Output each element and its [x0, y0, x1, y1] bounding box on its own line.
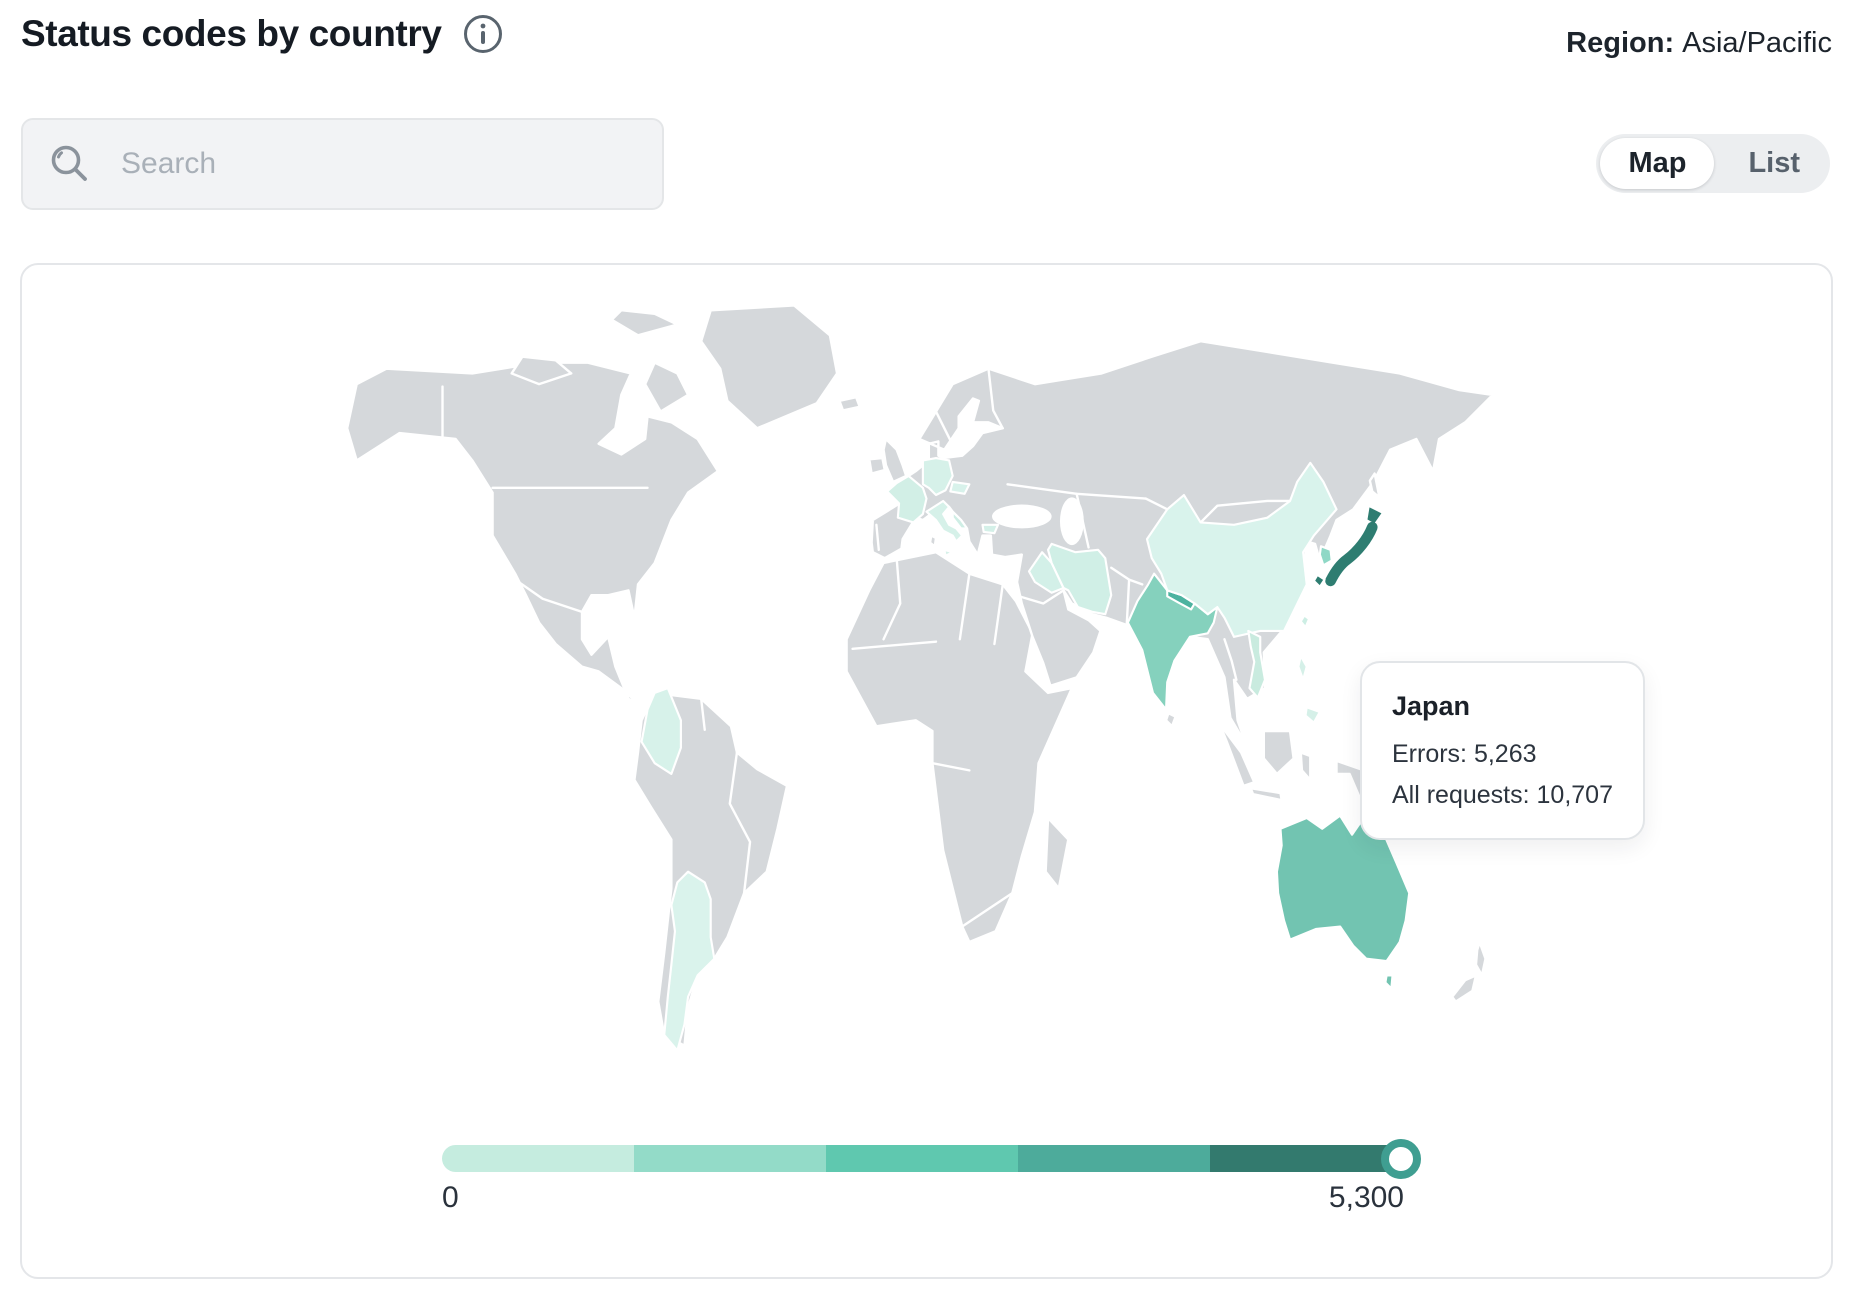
map-border-line: [851, 640, 938, 650]
map-country-philippines[interactable]: [1297, 654, 1308, 681]
map-country-france[interactable]: [886, 474, 928, 524]
page-title: Status codes by country: [21, 13, 442, 54]
search-input[interactable]: [119, 146, 638, 182]
map-country-italy[interactable]: [943, 548, 954, 557]
map-landmass-sulawesi[interactable]: [1299, 751, 1312, 782]
map-country-japan[interactable]: [1312, 573, 1326, 588]
tooltip-requests-line: All requests: 10,707: [1392, 781, 1613, 809]
color-scale-segment-4: [1018, 1145, 1210, 1172]
map-border-line: [934, 410, 952, 442]
color-scale-bar: [442, 1139, 1421, 1179]
color-scale-handle[interactable]: [1381, 1139, 1421, 1179]
map-landmass-iceland[interactable]: [838, 396, 861, 412]
map-country-italy[interactable]: [925, 499, 964, 543]
scale-min-label: 0: [442, 1181, 459, 1214]
search-icon: [51, 145, 87, 181]
tooltip-requests-value: 10,707: [1536, 781, 1613, 809]
map-border-line: [1223, 638, 1238, 681]
world-map[interactable]: [340, 303, 1532, 1078]
color-scale-segment-1: [442, 1145, 634, 1172]
map-border-line: [882, 556, 902, 641]
map-border-line: [1144, 497, 1169, 511]
map-country-argentina[interactable]: [663, 870, 716, 1052]
map-country-south-korea[interactable]: [1318, 545, 1333, 567]
map-landmass-new-zealand-south[interactable]: [1450, 974, 1478, 1003]
map-country-australia[interactable]: [1384, 974, 1394, 990]
map-border-line: [1018, 589, 1065, 605]
map-country-czechia[interactable]: [949, 480, 971, 495]
color-scale-labels: 0 5,300: [442, 1181, 1404, 1215]
map-border-line: [728, 751, 752, 895]
map-landmass-ellesmere-island[interactable]: [610, 309, 679, 337]
map-landmass-victoria-island[interactable]: [510, 355, 573, 386]
map-panel: Japan Errors: 5,263 All requests: 10,707…: [20, 263, 1833, 1279]
map-border-line: [699, 697, 706, 732]
view-toggle: Map List: [1596, 134, 1830, 193]
map-border-line: [961, 891, 1014, 928]
toggle-option-list[interactable]: List: [1718, 134, 1830, 193]
map-country-bulgaria[interactable]: [981, 523, 1000, 535]
map-country-china[interactable]: [1145, 461, 1338, 638]
map-country-japan[interactable]: [1325, 521, 1378, 587]
map-landmass-uk[interactable]: [882, 437, 908, 484]
header: Status codes by country: [21, 13, 504, 55]
scale-max-label: 5,300: [1328, 1181, 1404, 1214]
map-landmass-borneo[interactable]: [1262, 729, 1295, 776]
map-border-line: [514, 578, 584, 614]
map-country-india[interactable]: [1126, 572, 1219, 711]
map-landmass-java[interactable]: [1249, 787, 1283, 802]
color-scale-segment-2: [634, 1145, 826, 1172]
map-landmass-madagascar[interactable]: [1044, 816, 1070, 890]
map-country-australia[interactable]: [1275, 808, 1411, 963]
map-landmass-sri-lanka[interactable]: [1164, 711, 1177, 728]
map-landmass-ireland[interactable]: [868, 456, 886, 475]
map-inland-sea: [1059, 497, 1084, 546]
tooltip-errors-value: 5,263: [1473, 740, 1537, 768]
info-icon[interactable]: [462, 13, 504, 55]
color-scale-segment-3: [826, 1145, 1018, 1172]
map-inland-sea: [992, 504, 1052, 529]
map-country-vietnam[interactable]: [1247, 629, 1267, 699]
map-border-line: [1199, 499, 1292, 524]
map-country-japan[interactable]: [1365, 504, 1385, 526]
map-landmass-sumatra[interactable]: [1218, 722, 1256, 788]
tooltip-country-name: Japan: [1392, 691, 1471, 721]
color-scale-segment-5: [1210, 1145, 1402, 1172]
map-border-line: [987, 367, 1004, 430]
map-landmass-baffin-island[interactable]: [643, 361, 690, 413]
map-country-taiwan[interactable]: [1299, 614, 1311, 629]
map-country-iran[interactable]: [1046, 542, 1113, 616]
region-label: Region:: [1566, 27, 1675, 59]
map-border-line: [1125, 578, 1131, 627]
map-landmass-north-america[interactable]: [345, 361, 720, 711]
map-tooltip: Japan Errors: 5,263 All requests: 10,707: [1360, 661, 1645, 840]
map-country-philippines[interactable]: [1304, 706, 1321, 724]
toggle-option-map[interactable]: Map: [1600, 138, 1715, 189]
map-country-germany[interactable]: [921, 456, 954, 497]
map-landmass-greenland[interactable]: [699, 304, 839, 430]
map-landmass-sardinia[interactable]: [928, 534, 938, 548]
region-value: Asia/Pacific: [1682, 27, 1832, 59]
map-country-croatia[interactable]: [951, 510, 969, 530]
map-border-line: [958, 572, 971, 641]
region-indicator: Region: Asia/Pacific: [1566, 27, 1832, 60]
tooltip-errors-line: Errors: 5,263: [1392, 740, 1537, 768]
map-border-line: [875, 523, 880, 552]
search-box[interactable]: [21, 118, 664, 210]
map-landmass-sakhalin[interactable]: [1368, 472, 1381, 499]
map-border-line: [993, 583, 1004, 646]
map-landmass-new-zealand-north[interactable]: [1474, 940, 1487, 977]
map-country-colombia[interactable]: [640, 687, 682, 776]
map-border-line: [931, 762, 971, 772]
